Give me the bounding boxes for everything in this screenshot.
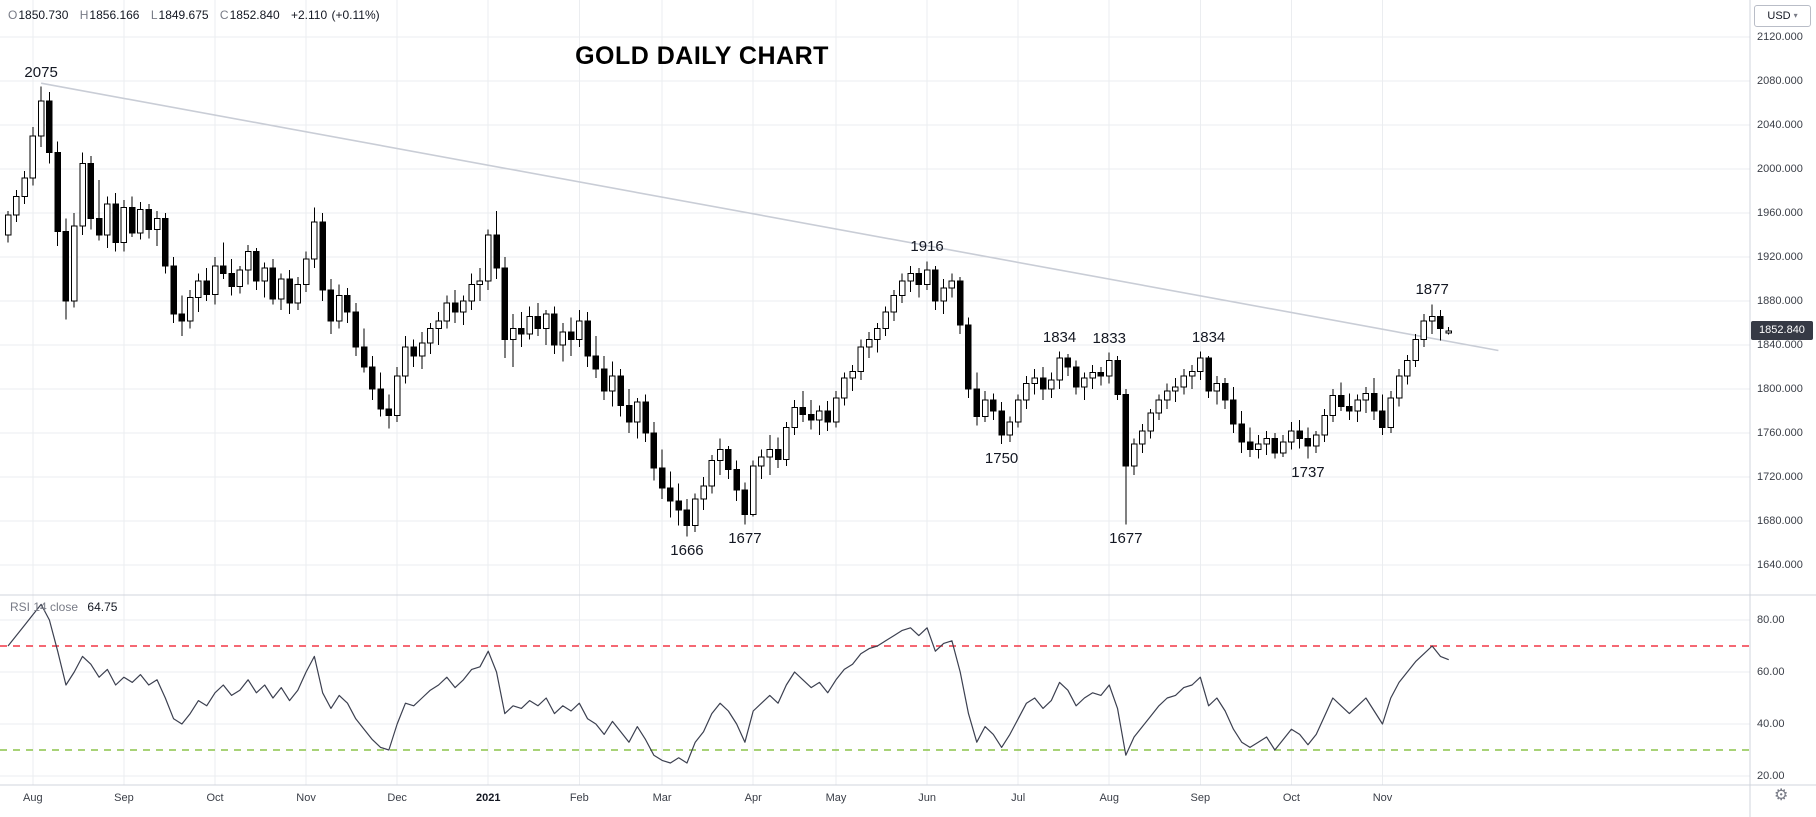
price-annotation: 1750 (984, 450, 1019, 467)
rsi-label: RSI 14 close (10, 600, 79, 614)
last-price-badge: 1852.840 (1751, 321, 1813, 341)
time-axis-label: Oct (1282, 792, 1300, 804)
time-axis-label: May (825, 792, 847, 804)
price-annotation: 1677 (1109, 530, 1143, 548)
close-value: 1852.840 (229, 8, 280, 22)
time-axis-label: Sep (114, 792, 134, 804)
time-axis-label: Dec (387, 792, 407, 804)
time-axis-label: Sep (1190, 792, 1211, 804)
price-annotation: 1834 (1191, 328, 1226, 346)
rsi-axis-tick: 20.00 (1757, 770, 1785, 782)
price-axis-tick: 2120.000 (1757, 31, 1803, 43)
price-axis-tick: 1760.000 (1757, 427, 1803, 439)
price-annotation: 1737 (1291, 464, 1325, 482)
time-axis-label: Mar (652, 792, 672, 804)
price-axis-tick: 2000.000 (1757, 163, 1803, 175)
close-label: C (219, 8, 229, 22)
price-annotation: 1677 (728, 530, 762, 548)
high-label: H (79, 8, 89, 22)
time-axis-label: Oct (206, 792, 224, 804)
time-axis-label: Nov (1372, 792, 1393, 804)
price-axis-tick: 1920.000 (1757, 251, 1803, 263)
open-label: O (8, 8, 18, 22)
ohlc-legend[interactable]: O1850.730 H1856.166 L1849.675 C1852.840 … (8, 8, 380, 22)
price-axis-tick: 2080.000 (1757, 75, 1803, 87)
change-value: +2.110 (291, 8, 328, 22)
time-axis-label: Aug (23, 792, 43, 804)
price-annotation: 2075 (24, 63, 58, 81)
change-percent: (+0.11%) (331, 8, 380, 22)
time-axis-label: Jul (1011, 792, 1026, 804)
rsi-axis-tick: 80.00 (1757, 614, 1785, 626)
rsi-axis-tick: 60.00 (1757, 666, 1785, 678)
chart-title: GOLD DAILY CHART (575, 42, 829, 70)
price-annotation: 1877 (1415, 281, 1449, 299)
time-axis-label: 2021 (475, 792, 501, 804)
price-axis-tick: 1680.000 (1757, 515, 1803, 527)
time-axis-label: Apr (744, 792, 762, 804)
price-axis-tick: 1960.000 (1757, 207, 1803, 219)
open-value: 1850.730 (18, 8, 69, 22)
price-axis-tick: 1640.000 (1757, 559, 1803, 571)
rsi-axis-tick: 40.00 (1757, 718, 1785, 730)
price-axis-tick: 2040.000 (1757, 119, 1803, 131)
price-axis-tick: 1720.000 (1757, 471, 1803, 483)
price-axis-tick: 1840.000 (1757, 339, 1803, 351)
currency-label: USD (1767, 10, 1791, 22)
currency-selector-button[interactable]: USD ▾ (1754, 5, 1811, 27)
price-axis-tick: 1800.000 (1757, 383, 1803, 395)
time-axis-label: Nov (296, 792, 316, 804)
low-value: 1849.675 (158, 8, 209, 22)
price-annotation: 1834 (1042, 328, 1077, 346)
time-axis-label: Jun (918, 792, 936, 804)
chevron-down-icon: ▾ (1793, 11, 1798, 20)
price-axis-tick: 1880.000 (1757, 295, 1803, 307)
price-annotation: 1916 (910, 238, 944, 256)
low-label: L (150, 8, 158, 22)
high-value: 1856.166 (89, 8, 140, 22)
price-annotation: 1833 (1092, 329, 1126, 347)
settings-gear-icon[interactable]: ⚙ (1774, 787, 1789, 804)
rsi-value: 64.75 (87, 600, 118, 614)
price-annotation: 1666 (670, 542, 704, 560)
time-axis-label: Aug (1099, 792, 1120, 804)
rsi-indicator-legend[interactable]: RSI 14 close 64.75 (10, 600, 117, 614)
time-axis-label: Feb (569, 792, 589, 804)
